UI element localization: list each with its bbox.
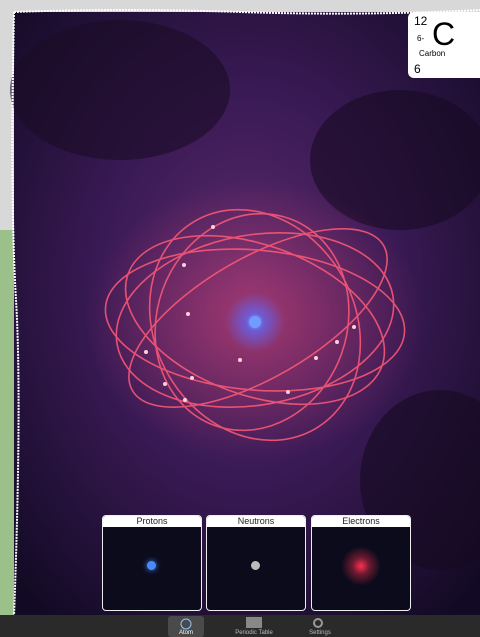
periodic-icon: [246, 617, 262, 628]
panel-title: Protons: [103, 516, 201, 527]
atomic-number: 6: [414, 62, 421, 76]
neutron-icon: [251, 561, 260, 570]
protons-panel[interactable]: Protons: [102, 515, 202, 611]
mass-number: 12: [414, 14, 428, 28]
atom-icon: [180, 618, 192, 630]
orbits: [104, 208, 406, 442]
settings-icon: [313, 618, 323, 628]
charge: 6-: [417, 34, 425, 43]
element-name: Carbon: [419, 49, 446, 58]
panel-title: Neutrons: [207, 516, 305, 527]
tab-label[interactable]: Settings: [309, 630, 331, 636]
torn-edge: [11, 9, 480, 617]
selected-tab: [168, 616, 204, 637]
nucleus: [249, 316, 261, 328]
electrons-panel[interactable]: Electrons: [311, 515, 411, 611]
tab-label[interactable]: Atom: [178, 630, 193, 636]
neutrons-panel[interactable]: Neutrons: [206, 515, 306, 611]
tab-label[interactable]: Periodic Table: [235, 630, 273, 636]
panel-title: Electrons: [312, 516, 410, 527]
electrons: [144, 225, 356, 402]
proton-icon: [147, 561, 156, 570]
element-symbol: C: [432, 16, 456, 52]
element-card[interactable]: 12 6- C Carbon 6: [408, 12, 480, 78]
electron-icon: [341, 546, 381, 586]
tab-bar: [0, 615, 480, 637]
